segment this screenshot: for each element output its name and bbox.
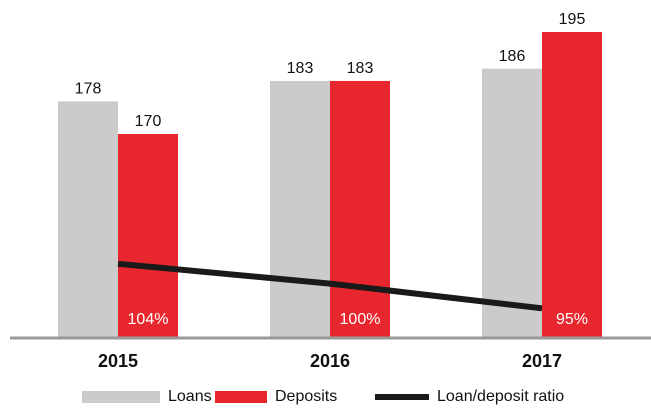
- x-tick-label: 2017: [522, 351, 562, 371]
- data-label: 183: [287, 60, 314, 77]
- legend-label: Loan/deposit ratio: [437, 388, 564, 405]
- ratio-label: 100%: [340, 311, 381, 328]
- data-label: 186: [499, 48, 526, 65]
- legend-swatch: [82, 391, 160, 403]
- x-tick-label: 2016: [310, 351, 350, 371]
- legend-label: Loans: [168, 388, 212, 405]
- data-label: 178: [75, 81, 102, 98]
- ratio-label: 95%: [556, 311, 588, 328]
- bar: [118, 134, 178, 338]
- ratio-label: 104%: [128, 311, 169, 328]
- ratio-line: [117, 260, 543, 312]
- bar: [58, 101, 118, 338]
- bar: [270, 80, 330, 339]
- bar: [330, 80, 390, 339]
- bar: [482, 68, 542, 338]
- bar: [542, 32, 602, 338]
- x-tick-label: 2015: [98, 351, 138, 371]
- legend-swatch: [215, 391, 267, 403]
- data-label: 170: [135, 113, 162, 130]
- data-label: 183: [347, 60, 374, 77]
- data-label: 195: [559, 11, 586, 28]
- legend-label: Deposits: [275, 388, 337, 405]
